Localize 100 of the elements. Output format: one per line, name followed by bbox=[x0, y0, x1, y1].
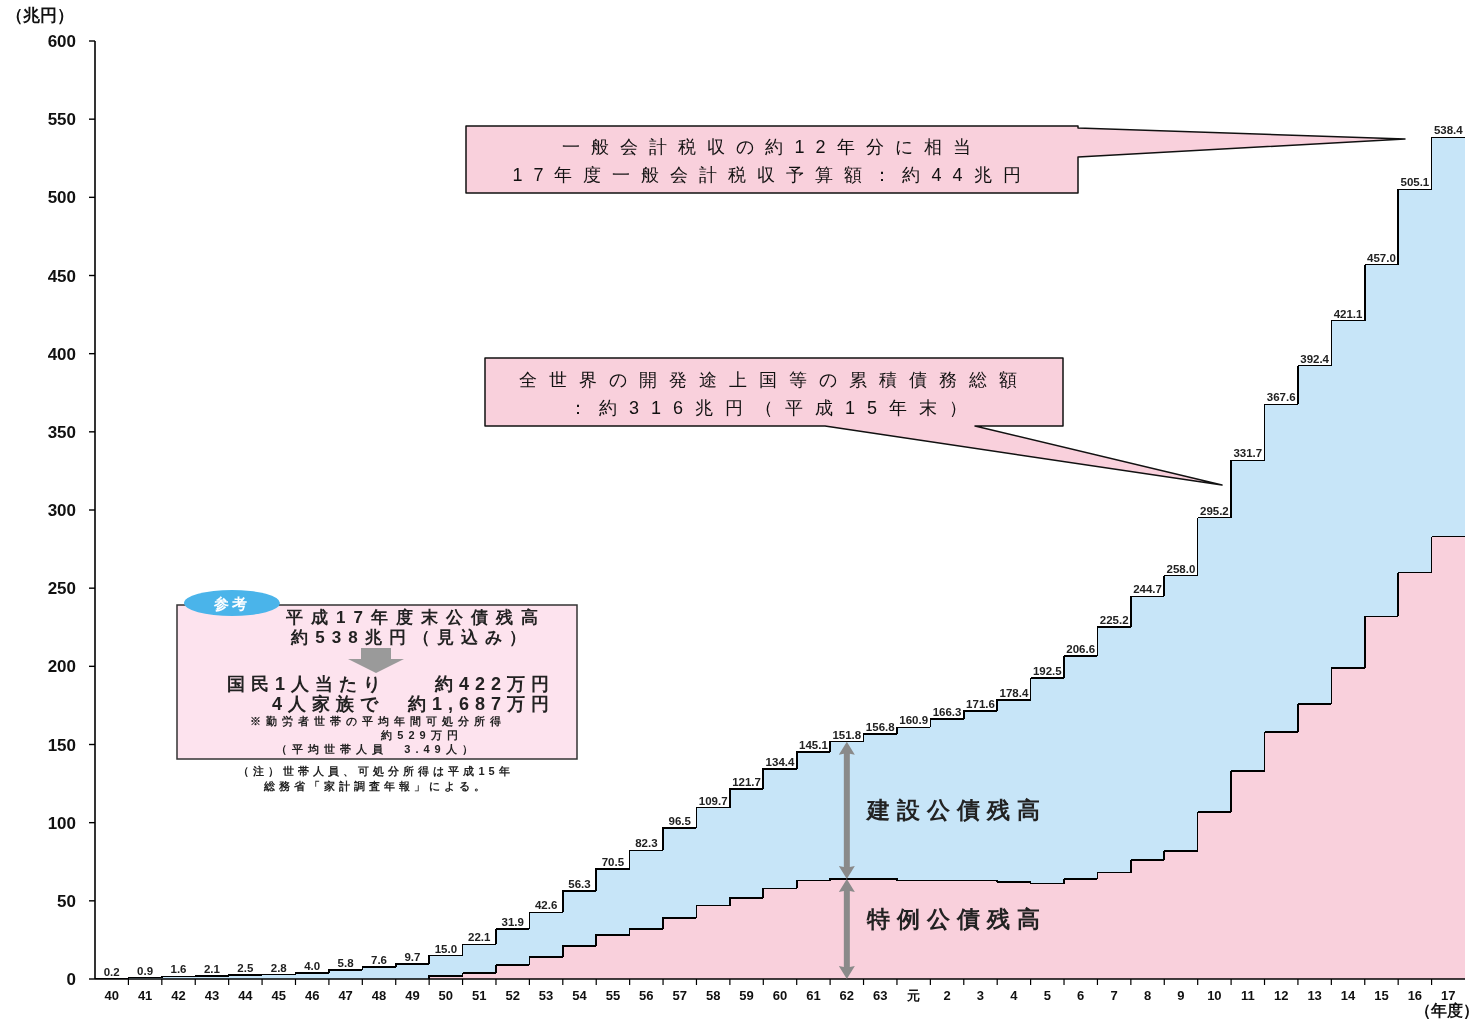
x-tick-label: 12 bbox=[1273, 988, 1289, 1003]
total-label: 421.1 bbox=[1333, 307, 1364, 320]
x-tick-label: 13 bbox=[1307, 988, 1322, 1003]
total-label: 22.1 bbox=[468, 931, 492, 944]
series-label: 建設公債残高 bbox=[864, 797, 1047, 824]
x-tick-label: 5 bbox=[1043, 988, 1051, 1003]
x-tick-label: 51 bbox=[472, 988, 487, 1003]
y-tick-label: 0 bbox=[66, 970, 76, 989]
annotation: （注）世帯人員、可処分所得は平成15年 bbox=[238, 765, 514, 778]
total-label: 82.3 bbox=[635, 837, 658, 850]
total-label: 244.7 bbox=[1133, 583, 1162, 596]
total-label: 145.1 bbox=[799, 739, 829, 752]
annotation: 参考 bbox=[213, 595, 250, 612]
total-label: 2.5 bbox=[237, 962, 254, 975]
x-tick-label: 50 bbox=[438, 988, 454, 1003]
x-tick-label: 41 bbox=[137, 988, 153, 1003]
total-label: 457.0 bbox=[1367, 251, 1396, 264]
total-label: 96.5 bbox=[668, 815, 692, 828]
y-tick-label: 400 bbox=[47, 344, 76, 364]
total-label: 31.9 bbox=[501, 916, 524, 929]
total-label: 70.5 bbox=[601, 855, 625, 868]
total-label: 121.7 bbox=[732, 775, 761, 788]
x-tick-label: 4 bbox=[1010, 988, 1019, 1003]
x-tick-label: 14 bbox=[1340, 988, 1357, 1003]
total-label: 171.6 bbox=[966, 697, 995, 710]
total-label: 15.0 bbox=[434, 942, 458, 955]
x-tick-label: 42 bbox=[171, 988, 186, 1003]
x-tick-label: 7 bbox=[1110, 988, 1118, 1003]
total-label: 367.6 bbox=[1266, 391, 1296, 404]
total-label: 206.6 bbox=[1066, 643, 1096, 656]
x-tick-label: 63 bbox=[873, 988, 888, 1003]
total-label: 7.6 bbox=[371, 954, 388, 967]
annotation: 全世界の開発途上国等の累積債務総額 bbox=[519, 370, 1029, 390]
annotation: 総務省「家計調査年報」による。 bbox=[262, 780, 489, 792]
total-label: 538.4 bbox=[1433, 124, 1464, 137]
total-label: 109.7 bbox=[698, 794, 728, 807]
x-tick-label: 11 bbox=[1240, 988, 1255, 1003]
annotation: 国民1人当たり 約422万円 bbox=[226, 674, 555, 694]
total-label: 151.8 bbox=[832, 728, 862, 741]
total-label: 331.7 bbox=[1233, 447, 1263, 460]
y-tick-label: 350 bbox=[47, 422, 76, 442]
annotation: （平均世帯人員 3.49人） bbox=[276, 743, 478, 756]
y-tick-label: 150 bbox=[47, 735, 76, 755]
total-label: 2.8 bbox=[270, 961, 288, 974]
x-tick-label: 62 bbox=[839, 988, 855, 1003]
total-label: 5.8 bbox=[337, 956, 355, 969]
total-label: 134.4 bbox=[765, 755, 795, 768]
total-label: 56.3 bbox=[568, 877, 591, 890]
total-label: 192.5 bbox=[1032, 665, 1063, 678]
total-label: 166.3 bbox=[932, 706, 962, 719]
x-tick-label: 40 bbox=[104, 988, 119, 1003]
annotation: 約538兆円（見込み） bbox=[290, 628, 533, 647]
x-tick-label: 61 bbox=[806, 988, 821, 1003]
total-label: 1.6 bbox=[170, 963, 187, 976]
x-tick-label: 16 bbox=[1407, 988, 1423, 1003]
total-label: 9.7 bbox=[404, 950, 421, 963]
series-label: 特例公債残高 bbox=[865, 905, 1047, 932]
x-tick-label: 58 bbox=[705, 988, 721, 1003]
x-tick-label: 48 bbox=[371, 988, 387, 1003]
x-tick-label: 46 bbox=[304, 988, 320, 1003]
total-label: 42.6 bbox=[534, 899, 558, 912]
total-label: 2.1 bbox=[203, 962, 221, 975]
annotation: 約529万円 bbox=[380, 729, 463, 741]
total-label: 160.9 bbox=[899, 714, 929, 727]
total-label: 0.9 bbox=[137, 964, 154, 977]
total-label: 505.1 bbox=[1400, 176, 1430, 189]
annotation: 17年度一般会計税収予算額：約44兆円 bbox=[512, 165, 1032, 185]
x-tick-label: 6 bbox=[1077, 988, 1085, 1003]
x-tick-label: 44 bbox=[238, 988, 254, 1003]
y-tick-label: 300 bbox=[47, 501, 76, 520]
y-tick-label: 100 bbox=[47, 813, 76, 833]
total-label: 156.8 bbox=[865, 720, 896, 733]
total-label: 258.0 bbox=[1166, 562, 1196, 575]
x-tick-label: 10 bbox=[1207, 988, 1222, 1003]
y-axis-title: （兆円） bbox=[6, 6, 74, 25]
y-tick-label: 250 bbox=[47, 579, 76, 599]
annotation: 一般会計税収の約12年分に相当 bbox=[562, 137, 982, 157]
annotation: ※勤労者世帯の平均年間可処分所得 bbox=[250, 715, 506, 727]
x-tick-label: 49 bbox=[405, 988, 420, 1003]
y-tick-label: 500 bbox=[47, 188, 76, 208]
x-tick-label: 54 bbox=[572, 988, 588, 1003]
y-tick-label: 550 bbox=[47, 110, 76, 130]
x-tick-label: 2 bbox=[943, 988, 951, 1003]
x-tick-label: 59 bbox=[739, 988, 754, 1003]
x-tick-label: 8 bbox=[1143, 988, 1152, 1003]
x-tick-label: 3 bbox=[976, 988, 985, 1003]
total-label: 295.2 bbox=[1200, 504, 1229, 517]
total-label: 178.4 bbox=[999, 687, 1029, 700]
x-tick-label: 17 bbox=[1441, 988, 1456, 1003]
x-tick-label: 60 bbox=[772, 988, 788, 1003]
x-tick-label: 53 bbox=[538, 988, 554, 1003]
annotation: ：約316兆円（平成15年末） bbox=[568, 398, 980, 418]
x-tick-label: 47 bbox=[338, 988, 353, 1003]
x-tick-label: 57 bbox=[672, 988, 687, 1003]
y-tick-label: 50 bbox=[57, 891, 76, 911]
x-tick-label: 15 bbox=[1374, 988, 1389, 1003]
x-tick-label: 45 bbox=[271, 988, 287, 1003]
annotation: 平成17年度末公債残高 bbox=[285, 608, 546, 627]
x-axis-title: （年度） bbox=[1415, 1001, 1479, 1019]
x-tick-label: 55 bbox=[605, 988, 621, 1003]
